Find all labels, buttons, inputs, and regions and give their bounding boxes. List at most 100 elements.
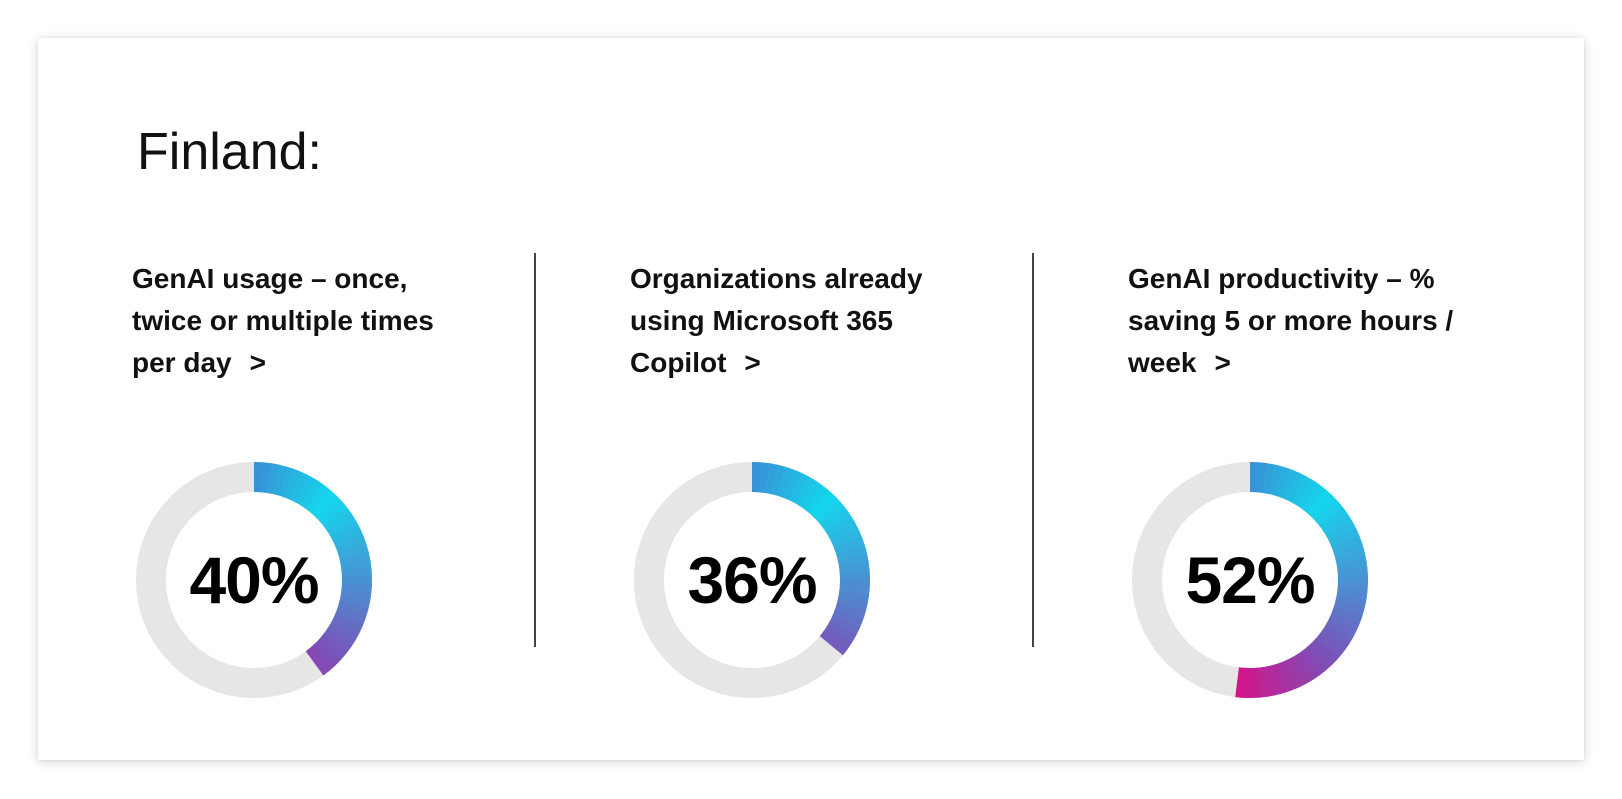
donut-arc-segment xyxy=(813,495,842,523)
donut-arc-segment xyxy=(341,575,372,586)
donut-arc-segment xyxy=(758,462,771,494)
stat-genai-usage: GenAI usage – once, twice or multiple ti… xyxy=(132,258,472,718)
donut-arc-segment xyxy=(1274,466,1292,498)
chevron-right-icon[interactable]: > xyxy=(1214,347,1231,378)
stat-genai-productivity: GenAI productivity – % saving 5 or more … xyxy=(1128,258,1468,718)
donut-arc-segment xyxy=(788,472,810,504)
donut-arc-segment xyxy=(300,479,325,510)
stat-label-link[interactable]: Organizations already using Microsoft 36… xyxy=(630,258,970,384)
donut-arc-segment xyxy=(1301,484,1327,514)
donut-arc-segment xyxy=(305,647,330,676)
donut-arc-segment xyxy=(314,638,342,666)
donut-arc-segment xyxy=(315,495,343,522)
donut-arc-segment xyxy=(1301,646,1327,676)
donut-arc-segment xyxy=(1268,464,1284,496)
donut-arc-segment xyxy=(1337,566,1368,578)
donut-arc-segment xyxy=(1335,550,1367,566)
donut-arc-segment xyxy=(1337,575,1368,585)
donut-chart xyxy=(634,462,870,698)
donut-arc-segment xyxy=(272,464,288,496)
donut-arc-segment xyxy=(825,515,856,538)
stat-label-text: GenAI productivity – % saving 5 or more … xyxy=(1128,263,1454,378)
donut-arc-segment xyxy=(1331,606,1363,625)
donut-arc-segment xyxy=(826,620,857,643)
donut-arc-segment xyxy=(818,501,847,528)
donut-arc-segment xyxy=(1315,633,1344,660)
donut-arc-segment xyxy=(1331,535,1363,554)
donut-arc-segment xyxy=(822,625,853,650)
page-title: Finland: xyxy=(137,123,322,181)
donut-value: 36% xyxy=(687,543,817,617)
donut-arc-segment xyxy=(260,462,272,494)
donut-arc-segment xyxy=(834,537,866,556)
donut-arc-segment xyxy=(337,543,369,560)
donut-arc-segment xyxy=(289,472,311,503)
donut-arc-segment xyxy=(828,522,860,544)
donut-arc-segment xyxy=(1322,513,1353,537)
donut-arc-segment xyxy=(278,466,296,498)
donut-value-arc xyxy=(254,462,372,676)
donut-arc-segment xyxy=(1296,479,1321,510)
donut-arc-segment xyxy=(1268,664,1284,696)
chevron-right-icon[interactable]: > xyxy=(744,347,761,378)
donut-arc-segment xyxy=(1306,642,1333,671)
donut-value-arc xyxy=(1235,462,1368,698)
donut-arc-segment xyxy=(832,609,864,629)
donut-arc-segment xyxy=(819,631,849,656)
stat-label-text: Organizations already using Microsoft 36… xyxy=(630,263,923,378)
donut-arc-segment xyxy=(1291,654,1314,685)
donut-arc-segment xyxy=(295,475,318,506)
donut-arc-segment xyxy=(1326,617,1357,640)
donut-arc-segment xyxy=(821,508,852,533)
divider xyxy=(534,253,536,647)
donut-value: 52% xyxy=(1185,543,1315,617)
donut-arc-segment xyxy=(799,480,824,510)
donut-arc-segment xyxy=(834,603,866,621)
donut-arc-segment xyxy=(1280,659,1300,691)
donut-arc-segment xyxy=(266,463,280,495)
donut-value: 40% xyxy=(189,543,319,617)
donut-arc-segment xyxy=(1319,506,1349,532)
donut-arc-segment xyxy=(764,463,779,495)
stat-label-text: GenAI usage – once, twice or multiple ti… xyxy=(132,263,434,378)
stat-label-link[interactable]: GenAI productivity – % saving 5 or more … xyxy=(1128,258,1468,384)
donut-arc-segment xyxy=(1333,600,1365,617)
donut-arc-segment xyxy=(305,484,331,514)
donut-arc-segment xyxy=(804,485,830,514)
divider xyxy=(1032,253,1034,647)
donut-arc-segment xyxy=(1319,628,1349,653)
donut-arc-segment xyxy=(284,469,304,501)
stat-label-link[interactable]: GenAI usage – once, twice or multiple ti… xyxy=(132,258,472,384)
donut-arc-segment xyxy=(836,597,868,613)
donut-arc-segment xyxy=(341,567,372,579)
donut-arc-segment xyxy=(1296,650,1321,681)
donut-arc-segment xyxy=(829,614,861,636)
donut-arc-segment xyxy=(1285,472,1307,503)
donut-arc-segment xyxy=(1274,662,1292,694)
donut-chart xyxy=(1132,462,1368,698)
donut-arc-segment xyxy=(1310,494,1339,522)
donut-arc-segment xyxy=(1279,469,1300,500)
donut-arc-segment xyxy=(318,634,347,661)
donut-arc-segment xyxy=(1262,463,1276,495)
donut-arc-segment xyxy=(326,514,357,537)
donut-arc-segment xyxy=(310,489,338,518)
donut-arc-segment xyxy=(330,521,361,543)
donut-arc-segment xyxy=(1336,588,1368,602)
donut-arc-segment xyxy=(322,629,352,654)
donut-arc-segment xyxy=(839,584,870,597)
donut-arc-segment xyxy=(1335,594,1367,610)
donut-arc-segment xyxy=(1326,520,1357,543)
donut-arc-segment xyxy=(335,607,367,626)
donut-arc-segment xyxy=(326,624,357,648)
chevron-right-icon[interactable]: > xyxy=(249,347,266,378)
donut-arc-segment xyxy=(770,464,787,496)
donut-arc-segment xyxy=(1328,527,1360,548)
donut-arc-segment xyxy=(323,507,353,532)
donut-arc-segment xyxy=(836,545,868,562)
donut-value-arc xyxy=(752,462,870,656)
donut-arc-segment xyxy=(838,591,870,605)
donut-arc-segment xyxy=(831,529,863,550)
donut-arc-segment xyxy=(1315,500,1344,527)
donut-arc-segment xyxy=(793,476,817,507)
